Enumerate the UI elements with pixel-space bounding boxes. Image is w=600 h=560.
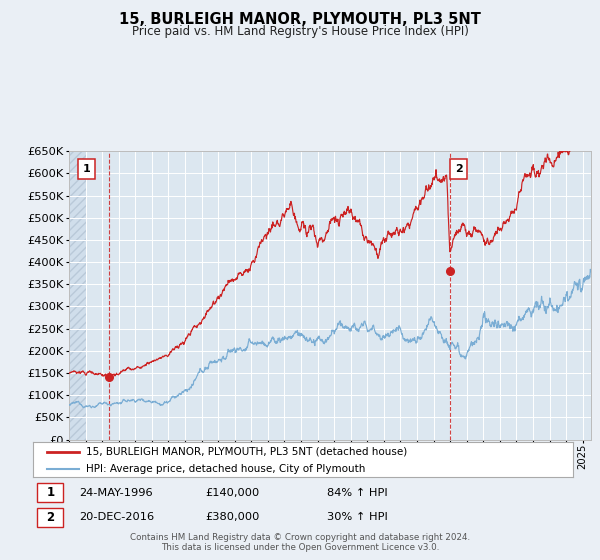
Text: 2: 2 [455,164,463,174]
Text: 1: 1 [46,486,55,499]
FancyBboxPatch shape [37,483,63,502]
Text: HPI: Average price, detached house, City of Plymouth: HPI: Average price, detached house, City… [86,464,365,474]
Text: 84% ↑ HPI: 84% ↑ HPI [328,488,388,498]
Text: 20-DEC-2016: 20-DEC-2016 [79,512,154,522]
Text: 24-MAY-1996: 24-MAY-1996 [79,488,152,498]
FancyBboxPatch shape [37,508,63,527]
Text: This data is licensed under the Open Government Licence v3.0.: This data is licensed under the Open Gov… [161,543,439,552]
Text: 1: 1 [82,164,90,174]
Text: Price paid vs. HM Land Registry's House Price Index (HPI): Price paid vs. HM Land Registry's House … [131,25,469,38]
FancyBboxPatch shape [451,159,467,179]
Text: 15, BURLEIGH MANOR, PLYMOUTH, PL3 5NT (detached house): 15, BURLEIGH MANOR, PLYMOUTH, PL3 5NT (d… [86,447,407,457]
Text: Contains HM Land Registry data © Crown copyright and database right 2024.: Contains HM Land Registry data © Crown c… [130,533,470,542]
Text: 30% ↑ HPI: 30% ↑ HPI [328,512,388,522]
Bar [69,151,86,440]
Text: £380,000: £380,000 [206,512,260,522]
Text: 2: 2 [46,511,55,524]
FancyBboxPatch shape [78,159,95,179]
Text: 15, BURLEIGH MANOR, PLYMOUTH, PL3 5NT: 15, BURLEIGH MANOR, PLYMOUTH, PL3 5NT [119,12,481,27]
Text: £140,000: £140,000 [206,488,260,498]
